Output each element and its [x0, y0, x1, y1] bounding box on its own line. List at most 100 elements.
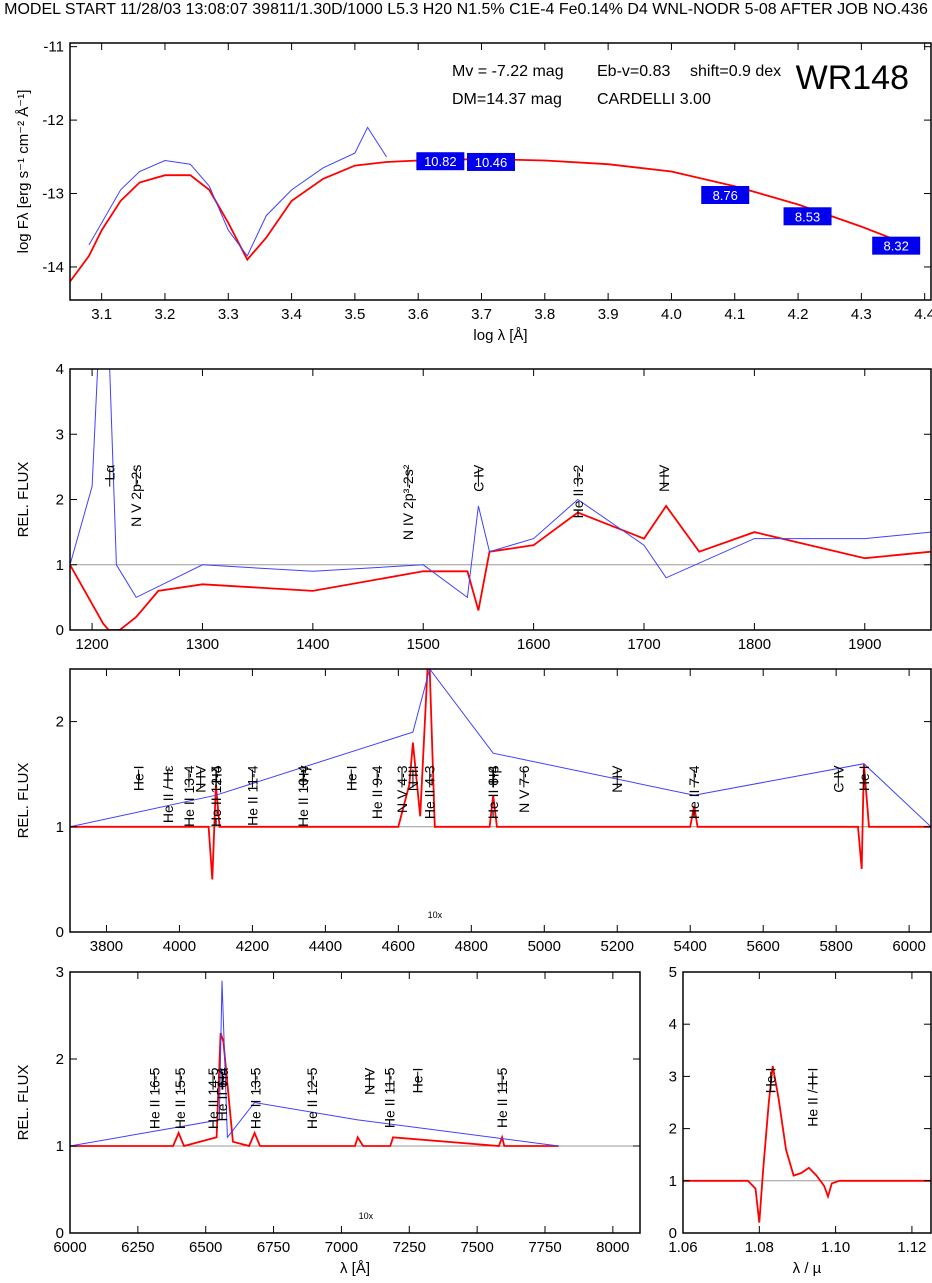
star-title: WR148 — [796, 59, 909, 97]
optical-xtick-label: 4400 — [309, 938, 342, 955]
red-ytick-label: 3 — [56, 964, 64, 981]
uv-ytick-label: 1 — [56, 557, 64, 574]
sed-xtick-label: 3.1 — [91, 306, 112, 323]
sed-xtick-label: 4.3 — [851, 306, 872, 323]
photometry-box — [416, 152, 465, 171]
ir-line-label: He II / H I — [805, 1068, 821, 1127]
red-line-label: Hα — [215, 1068, 231, 1086]
photometry-label: 8.76 — [713, 188, 738, 203]
sed-ytick-label: -14 — [42, 259, 64, 276]
optical-xtick-label: 5000 — [528, 938, 561, 955]
ir-ytick-label: 5 — [669, 964, 677, 981]
sed-ytick-label: -13 — [42, 186, 64, 203]
red-y-axis-label: REL. FLUX — [15, 1065, 32, 1141]
ir-ytick-label: 3 — [669, 1068, 677, 1085]
sed-xtick-label: 3.8 — [534, 306, 555, 323]
optical-inset-label: 10x — [428, 910, 443, 920]
ir-xtick-label: 1.08 — [745, 1239, 774, 1256]
model-header: MODEL START 11/28/03 13:08:07 39811/1.30… — [4, 1, 928, 18]
red-ytick-label: 1 — [56, 1138, 64, 1155]
uv-line-label: C IV — [470, 464, 486, 492]
optical-panel: 3800 4000 4200 4400 4600 4800 5000 5200 5400 5600… — [15, 668, 932, 955]
red-line-label: He II 6-4 — [214, 1067, 230, 1121]
red-series-0 — [70, 1032, 559, 1148]
red-line-label: He II 12-5 — [304, 1067, 320, 1129]
sed-xtick-label: 3.4 — [281, 306, 302, 323]
uv-ytick-label: 0 — [56, 622, 64, 639]
red-xtick-label: 7500 — [460, 1239, 493, 1256]
red-xtick-label: 6000 — [53, 1239, 86, 1256]
red-xtick-label: 6250 — [121, 1239, 154, 1256]
red-line-label: He I — [410, 1068, 426, 1094]
optical-line-label: He II / Hε — [160, 765, 176, 823]
optical-line-label: N III — [405, 765, 421, 791]
sed-param: Mv = -7.22 mag — [452, 63, 564, 80]
uv-xtick-label: 1800 — [738, 636, 771, 653]
red-xtick-label: 7750 — [528, 1239, 561, 1256]
uv-line-label: N V 2p-2s — [128, 465, 144, 527]
sed-x-axis-label: log λ [Å] — [473, 327, 527, 344]
sed-xtick-label: 4.2 — [788, 306, 809, 323]
photometry-box — [467, 152, 516, 171]
ir-ytick-label: 0 — [669, 1225, 677, 1242]
ir-ytick-label: 1 — [669, 1173, 677, 1190]
optical-series-0 — [70, 669, 931, 880]
optical-line-label: He II 13-4 — [181, 765, 197, 827]
optical-xtick-label: 4600 — [382, 938, 415, 955]
sed-xtick-label: 3.2 — [155, 306, 176, 323]
red-panel: 6000 6250 6500 6750 7000 7250 7500 7750 8000 0 1 2 3… — [15, 964, 641, 1277]
red-xtick-label: 7250 — [393, 1239, 426, 1256]
red-series-1 — [70, 980, 559, 1147]
optical-ytick-label: 0 — [56, 924, 64, 941]
photometry-label: 10.46 — [475, 155, 508, 170]
optical-line-label: N IV — [609, 765, 625, 793]
uv-xtick-label: 1400 — [296, 636, 329, 653]
uv-line-label: He II 3-2 — [570, 464, 586, 518]
optical-xtick-label: 4200 — [236, 938, 269, 955]
sed-panel: 3.1 3.2 3.3 3.4 3.5 3.6 3.7 3.8 3.9 4.0 4.1 4.2 4.3 4… — [15, 39, 932, 344]
ir-xtick-label: 1.10 — [821, 1239, 850, 1256]
ir-frame — [682, 971, 932, 1234]
uv-xtick-label: 1300 — [186, 636, 219, 653]
sed-xtick-label: 4.1 — [724, 306, 745, 323]
red-line-label: He II 16-5 — [146, 1067, 162, 1129]
optical-line-label: N IV — [193, 765, 209, 793]
optical-line-label: He II 12-4 — [208, 765, 224, 827]
optical-xtick-label: 5600 — [746, 938, 779, 955]
ir-series-0 — [683, 1065, 931, 1223]
photometry-box — [783, 207, 832, 226]
red-line-label: He II 11-5 — [494, 1067, 510, 1128]
photometry-label: 10.82 — [424, 154, 457, 169]
sed-xtick-label: 4.4 — [914, 306, 932, 323]
photometry-box — [872, 236, 921, 255]
optical-ytick-label: 1 — [56, 819, 64, 836]
sed-xtick-label: 3.5 — [344, 306, 365, 323]
uv-xtick-label: 1600 — [517, 636, 550, 653]
optical-line-label: He II 4-3 — [422, 765, 438, 819]
red-frame — [69, 971, 641, 1234]
uv-xtick-label: 1700 — [627, 636, 660, 653]
optical-series-1 — [70, 669, 931, 828]
sed-ytick-label: -11 — [43, 39, 64, 56]
uv-ytick-label: 3 — [56, 426, 64, 443]
sed-y-axis-label: log Fλ [erg s⁻¹ cm⁻² Å⁻¹] — [15, 90, 32, 254]
optical-frame — [69, 668, 932, 933]
sed-series-1 — [88, 126, 387, 257]
optical-xtick-label: 6000 — [892, 938, 925, 955]
optical-line-label: C IV — [830, 765, 846, 793]
red-line-label: N IV — [361, 1067, 377, 1095]
optical-line-label: He II 7-4 — [686, 765, 702, 819]
uv-xtick-label: 1500 — [407, 636, 440, 653]
optical-line-label: Hβ — [486, 765, 502, 783]
sed-xtick-label: 4.0 — [661, 306, 682, 323]
optical-line-label: He II 9-4 — [369, 765, 385, 819]
sed-param: DM=14.37 mag — [452, 91, 562, 108]
uv-series-0 — [70, 504, 931, 630]
red-line-label: He II 11-5 — [382, 1067, 398, 1128]
uv-ytick-label: 4 — [56, 361, 64, 378]
optical-line-label: Hδ — [208, 765, 224, 783]
optical-ytick-label: 2 — [56, 714, 64, 731]
optical-line-label: N V 7-6 — [516, 765, 532, 813]
sed-param: Eb-v=0.83 — [597, 63, 670, 80]
optical-xtick-label: 4800 — [455, 938, 488, 955]
